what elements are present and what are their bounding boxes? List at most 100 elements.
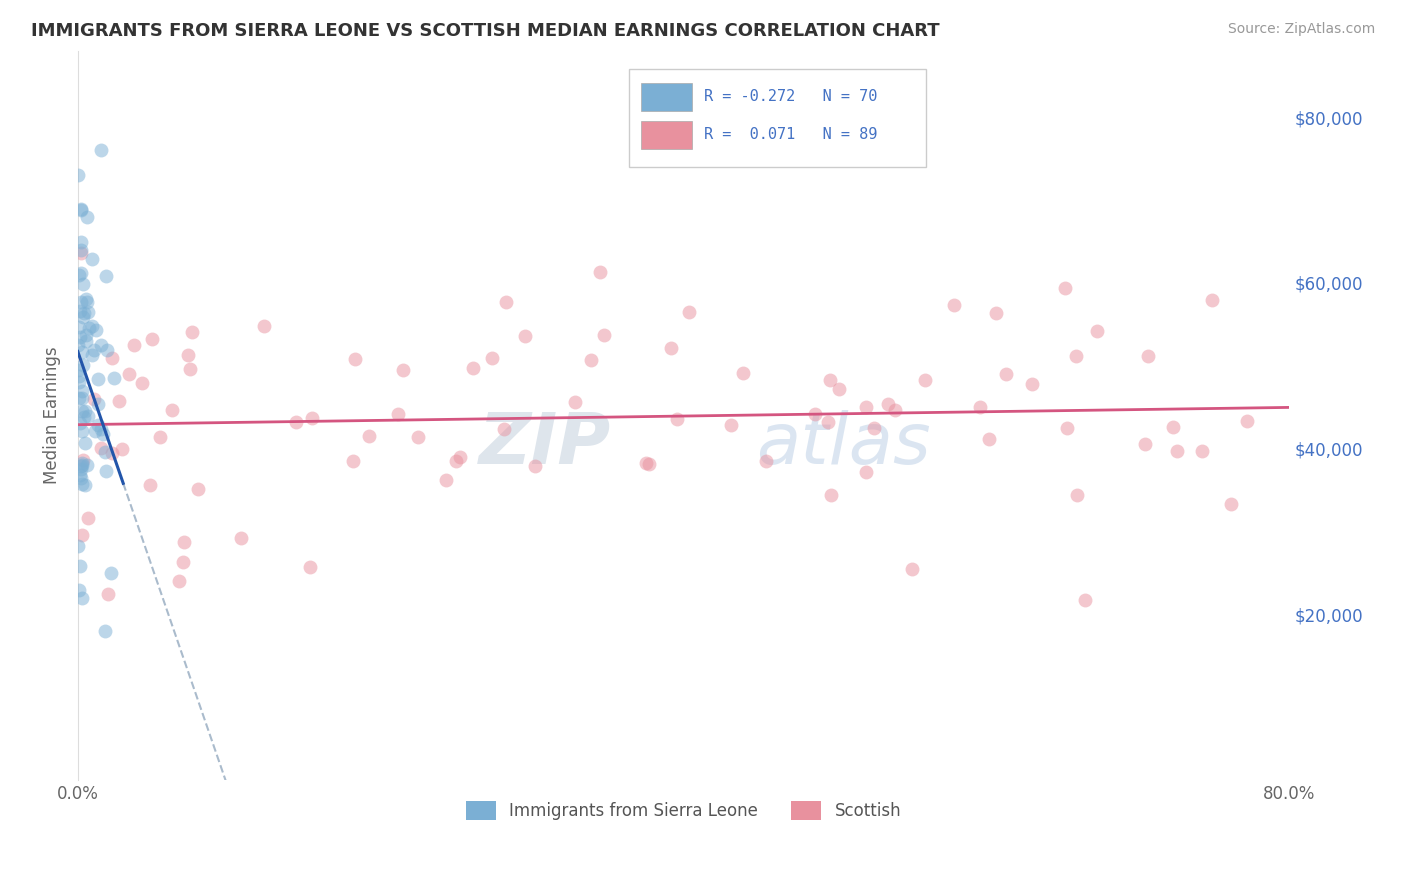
Point <box>589 265 612 279</box>
FancyBboxPatch shape <box>641 120 692 149</box>
Point <box>69 295 91 310</box>
Point <box>229 531 252 545</box>
Point <box>1161 419 1184 434</box>
Point <box>524 459 547 474</box>
Point <box>1137 349 1160 363</box>
Point <box>72 384 94 398</box>
Point <box>96 343 118 357</box>
Point <box>969 401 991 415</box>
Point <box>481 351 503 366</box>
Point <box>180 326 202 340</box>
Point <box>83 343 105 357</box>
Point <box>76 409 98 424</box>
Point <box>444 454 467 468</box>
Point <box>72 277 94 291</box>
Point <box>659 341 682 355</box>
Point <box>94 624 117 638</box>
Point <box>90 442 112 456</box>
Point <box>883 403 905 417</box>
Point <box>513 329 536 343</box>
Text: R = -0.272   N = 70: R = -0.272 N = 70 <box>704 89 877 104</box>
Y-axis label: Median Earnings: Median Earnings <box>44 347 60 484</box>
Point <box>82 318 104 333</box>
Point <box>70 345 93 359</box>
Point <box>1085 324 1108 338</box>
Point <box>638 457 661 471</box>
Point <box>67 338 90 352</box>
Point <box>69 304 91 318</box>
Point <box>1220 497 1243 511</box>
Point <box>77 304 100 318</box>
Point <box>994 367 1017 381</box>
Point <box>167 574 190 588</box>
Point <box>83 424 105 438</box>
Point <box>76 511 98 525</box>
Point <box>70 462 93 476</box>
Text: R =  0.071   N = 89: R = 0.071 N = 89 <box>704 127 877 142</box>
Point <box>69 467 91 482</box>
Text: atlas: atlas <box>756 410 931 479</box>
Point <box>900 562 922 576</box>
Point <box>70 458 93 472</box>
Point <box>67 168 90 182</box>
Point <box>67 363 90 377</box>
Point <box>75 334 97 348</box>
Point <box>87 372 110 386</box>
Point <box>449 450 471 464</box>
FancyBboxPatch shape <box>628 69 927 168</box>
Point <box>1053 281 1076 295</box>
Point <box>634 456 657 470</box>
Point <box>69 202 91 216</box>
Point <box>70 243 93 257</box>
Point <box>67 319 90 334</box>
Point <box>187 482 209 496</box>
Point <box>855 466 877 480</box>
Point <box>1021 377 1043 392</box>
Point <box>76 458 98 472</box>
Point <box>75 293 97 307</box>
Point <box>103 370 125 384</box>
Point <box>83 392 105 406</box>
Point <box>72 310 94 325</box>
Point <box>492 421 515 435</box>
Point <box>70 391 93 405</box>
Point <box>72 358 94 372</box>
Point <box>67 369 90 384</box>
Point <box>69 559 91 574</box>
Point <box>90 143 112 157</box>
Point <box>173 534 195 549</box>
Point <box>93 445 115 459</box>
Point <box>67 539 90 553</box>
Point <box>720 417 742 432</box>
Point <box>94 269 117 284</box>
Point <box>1056 421 1078 435</box>
Point <box>579 352 602 367</box>
Point <box>160 403 183 417</box>
Point <box>301 411 323 425</box>
Point <box>131 376 153 391</box>
Point <box>141 332 163 346</box>
Point <box>90 422 112 436</box>
Legend: Immigrants from Sierra Leone, Scottish: Immigrants from Sierra Leone, Scottish <box>460 794 908 827</box>
FancyBboxPatch shape <box>641 83 692 112</box>
Point <box>82 252 104 266</box>
Point <box>731 366 754 380</box>
Point <box>1066 488 1088 502</box>
Point <box>149 430 172 444</box>
Point <box>70 456 93 470</box>
Point <box>357 428 380 442</box>
Point <box>817 415 839 429</box>
Point <box>72 591 94 605</box>
Point <box>666 412 689 426</box>
Point <box>177 348 200 362</box>
Point <box>84 323 107 337</box>
Point <box>87 397 110 411</box>
Point <box>820 373 842 387</box>
Point <box>75 478 97 492</box>
Point <box>70 477 93 491</box>
Point <box>100 566 122 580</box>
Point <box>67 391 90 405</box>
Point <box>69 245 91 260</box>
Point <box>76 210 98 224</box>
Point <box>392 363 415 377</box>
